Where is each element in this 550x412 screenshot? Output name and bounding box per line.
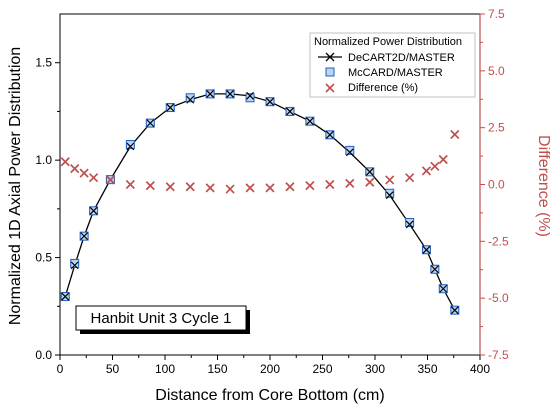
y-tick-label: 1.0	[35, 153, 52, 167]
legend-title: Normalized Power Distribution	[314, 36, 462, 48]
legend-label-decart: DeCART2D/MASTER	[348, 52, 455, 64]
difference-point	[245, 183, 255, 193]
decart-point	[206, 89, 215, 98]
legend-label-difference: Difference (%)	[348, 82, 418, 94]
x-tick-label: 0	[57, 362, 64, 376]
mccard-point	[125, 140, 135, 150]
decart-point	[286, 107, 294, 116]
y-axis-left: 0.0 0.5 1.0 1.5	[35, 56, 60, 362]
y2-tick-label: -2.5	[488, 234, 509, 248]
legend-item-difference: Difference (%)	[325, 82, 418, 94]
y2-axis-label: Difference (%)	[535, 135, 550, 237]
decart-line	[64, 93, 456, 311]
legend-x-marker-decart	[325, 52, 335, 62]
y-axis-label: Normalized 1D Axial Power Distribution	[7, 47, 24, 325]
decart-point	[430, 265, 439, 274]
difference-point	[225, 184, 235, 194]
difference-point	[88, 173, 99, 183]
difference-point	[438, 154, 448, 165]
difference-point	[385, 175, 395, 185]
decart-point	[89, 206, 98, 215]
decart-point	[126, 142, 135, 151]
x-tick-label: 350	[417, 362, 437, 376]
x-tick-label: 100	[155, 362, 175, 376]
legend-label-mccard: McCARD/MASTER	[348, 67, 443, 79]
decart-point	[166, 103, 175, 112]
legend-box	[309, 32, 476, 98]
difference-point	[205, 183, 215, 193]
decart-point	[305, 117, 314, 126]
difference-point	[79, 168, 89, 178]
difference-point	[365, 177, 375, 187]
x-axis-label: Distance from Core Bottom (cm)	[155, 387, 384, 404]
decart-point	[80, 232, 89, 241]
annotation-label: Hanbit Unit 3 Cycle 1	[91, 310, 232, 327]
x-tick-label: 300	[365, 362, 385, 376]
legend: Normalized Power Distribution DeCART2D/M…	[309, 32, 476, 98]
y-tick-label: 1.5	[35, 56, 52, 70]
difference-point	[430, 161, 440, 171]
annotation-frame	[75, 305, 247, 331]
y2-tick-label: -5.0	[488, 291, 509, 305]
difference-point	[165, 182, 175, 192]
decart-point	[246, 91, 254, 100]
decart-point	[385, 191, 394, 200]
x-tick-label: 400	[470, 362, 490, 376]
decart-point	[405, 220, 414, 229]
difference-point	[421, 166, 432, 176]
decart-point	[345, 148, 354, 157]
decart-point	[266, 97, 274, 106]
mccard-point	[345, 145, 355, 155]
mccard-point	[385, 188, 395, 198]
decart-point	[325, 130, 334, 139]
y-tick-label: 0.0	[35, 348, 52, 362]
decart-point	[450, 306, 459, 315]
x-tick-label: 50	[106, 362, 120, 376]
x-tick-label: 150	[207, 362, 227, 376]
difference-point	[105, 175, 116, 185]
legend-square-marker-mccard	[325, 67, 335, 77]
y2-tick-label: 7.5	[488, 7, 505, 21]
x-tick-label: 200	[260, 362, 280, 376]
y-tick-label: 0.5	[35, 251, 52, 265]
y2-tick-label: -7.5	[488, 348, 509, 362]
difference-point	[60, 157, 70, 167]
legend-item-mccard: McCARD/MASTER	[325, 67, 443, 79]
difference-point	[405, 173, 415, 183]
y2-tick-label: 5.0	[488, 64, 505, 78]
y2-tick-label: 0.0	[488, 178, 505, 192]
difference-point	[265, 183, 275, 193]
difference-point	[145, 181, 155, 191]
difference-point	[70, 163, 80, 174]
annotation-box: Hanbit Unit 3 Cycle 1	[75, 305, 250, 334]
series-layer	[60, 89, 460, 315]
mccard-point	[245, 93, 255, 103]
x-axis: 0 50 100 150 200 250 300 350 400	[57, 355, 490, 376]
difference-point	[305, 181, 315, 191]
decart-point	[226, 89, 235, 98]
decart-point	[365, 167, 374, 176]
mccard-point	[185, 93, 195, 103]
decart-point	[422, 245, 431, 254]
x-tick-label: 250	[312, 362, 332, 376]
decart-point	[186, 95, 195, 104]
legend-item-decart: DeCART2D/MASTER	[318, 52, 455, 64]
decart-point	[70, 261, 79, 270]
decart-point	[439, 284, 448, 293]
difference-point	[345, 178, 355, 188]
difference-point	[450, 129, 460, 140]
difference-point	[125, 179, 135, 190]
mccard-point	[70, 258, 80, 268]
y2-tick-label: 2.5	[488, 121, 505, 135]
difference-point	[285, 182, 295, 192]
difference-point	[325, 179, 335, 190]
decart-point	[146, 119, 155, 128]
decart-point	[61, 292, 70, 301]
y-axis-right: -7.5 -5.0 -2.5 0.0 2.5 5.0 7.5	[480, 7, 509, 362]
mccard-point	[405, 217, 415, 227]
difference-point	[185, 182, 195, 192]
legend-x-marker-difference	[325, 83, 335, 93]
